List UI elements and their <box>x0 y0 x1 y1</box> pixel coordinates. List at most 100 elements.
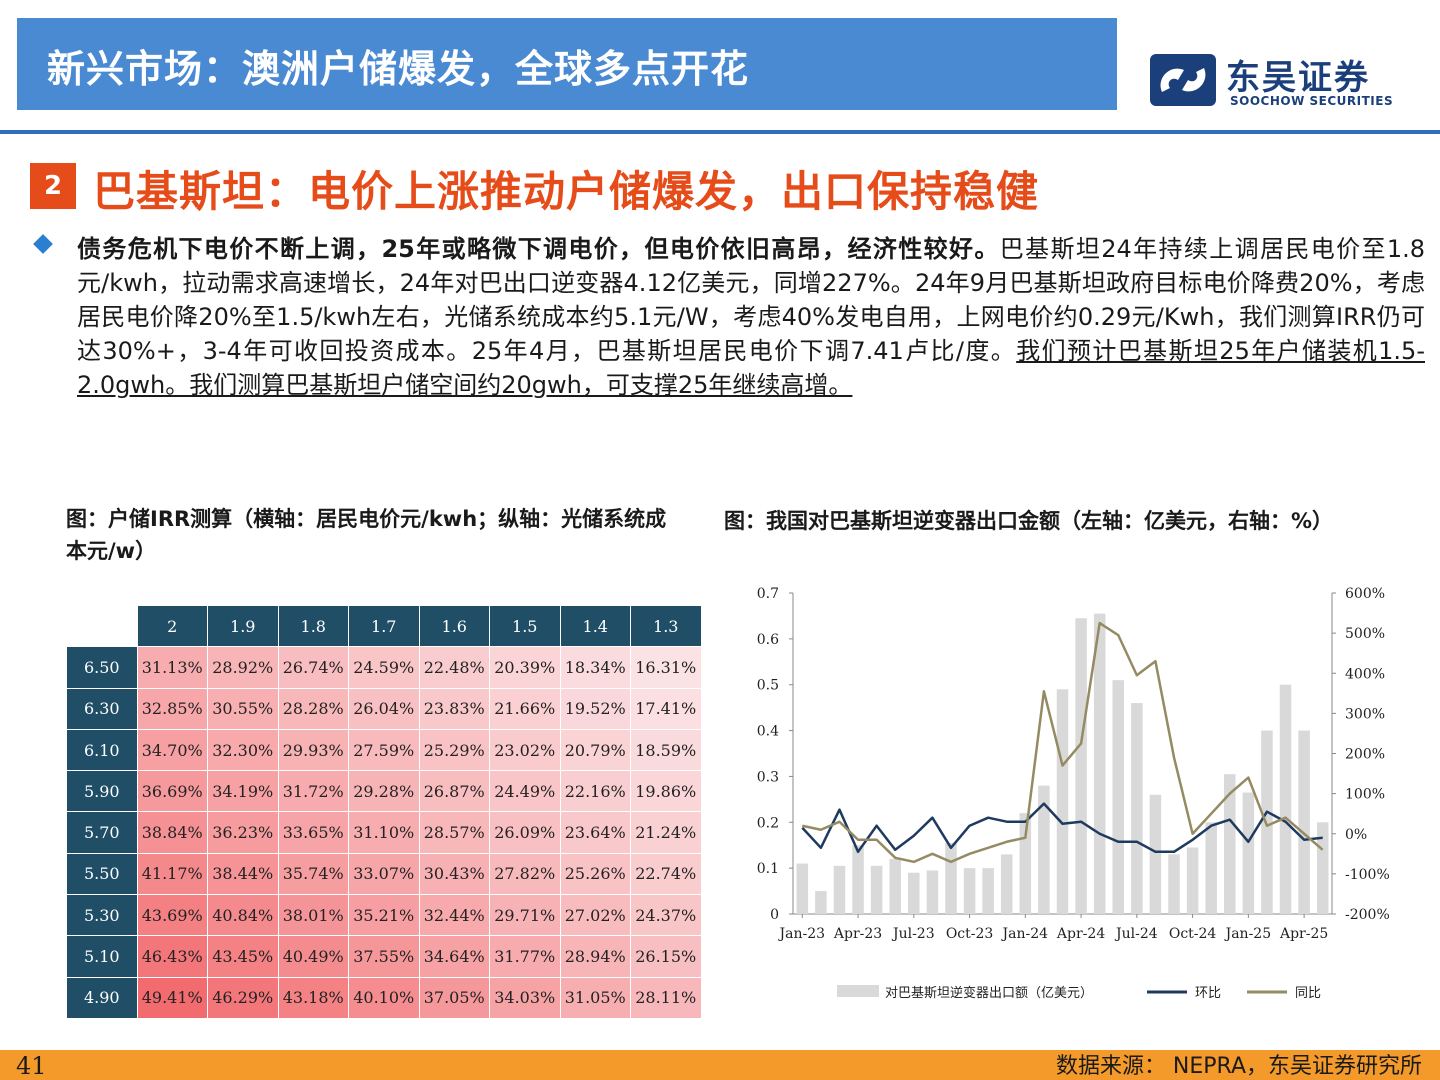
irr-cell: 28.92% <box>207 646 279 689</box>
irr-cell: 31.13% <box>136 646 208 689</box>
x-tick-label: Jul-23 <box>891 926 935 942</box>
export-bar <box>963 868 976 914</box>
export-bar <box>889 858 901 914</box>
export-bar <box>796 863 809 914</box>
para-underlined: 我们预计巴基斯坦25年户储装机1.5-2.0gwh。我们测算巴基斯坦户储空间约2… <box>77 337 1425 399</box>
export-bar <box>1000 854 1013 914</box>
export-bar <box>1112 680 1125 914</box>
right-tick-label: 0% <box>1345 827 1367 843</box>
irr-cell: 19.52% <box>559 687 631 730</box>
irr-cell: 46.43% <box>136 935 208 978</box>
col-header-price: 1.5 <box>489 604 561 648</box>
left-tick-label: 0.4 <box>757 724 779 740</box>
irr-cell: 43.69% <box>136 894 208 937</box>
irr-cell: 40.49% <box>277 935 349 978</box>
irr-cell: 23.64% <box>559 811 631 854</box>
left-tick-label: 0.6 <box>757 632 779 648</box>
export-bar <box>908 872 920 914</box>
irr-cell: 35.21% <box>348 894 420 937</box>
irr-cell: 37.05% <box>418 976 490 1019</box>
table-row: 5.50 41.17% 38.44% 35.74% 33.07% 30.43% 27.82%… <box>66 852 702 896</box>
table-row: 4.90 49.41% 46.29% 43.18% 40.10% 37.05% 34.03%… <box>66 976 702 1019</box>
irr-cell: 29.93% <box>277 728 349 772</box>
table-row: 5.10 46.43% 43.45% 40.49% 37.55% 34.64% 31.77%… <box>66 935 702 978</box>
irr-cell: 31.05% <box>559 976 631 1019</box>
table-row: 6.30 32.85% 30.55% 28.28% 26.04% 23.83% 21.66%… <box>66 687 702 730</box>
irr-cell: 26.15% <box>630 935 702 978</box>
col-header-price: 1.6 <box>418 604 490 648</box>
irr-cell: 16.31% <box>630 646 702 689</box>
irr-cell: 19.86% <box>630 770 702 813</box>
left-tick-label: 0.5 <box>757 678 779 694</box>
export-chart: 0 0.1 0.2 0.3 0.4 0.5 0.6 0.7 -200% -100% 0% 100% 20… <box>757 586 1390 1001</box>
row-header-cost: 5.10 <box>66 935 138 978</box>
irr-cell: 29.71% <box>489 894 561 937</box>
export-bar <box>1019 813 1032 914</box>
irr-cell: 21.24% <box>630 811 702 854</box>
export-bar <box>1316 822 1329 914</box>
export-bar <box>1093 613 1106 914</box>
irr-cell: 26.09% <box>489 811 561 854</box>
table-row: 5.30 43.69% 40.84% 38.01% 35.21% 32.44% 29.71%… <box>66 894 702 937</box>
irr-cell: 49.41% <box>136 976 208 1019</box>
x-tick-label: Oct-24 <box>1169 926 1217 942</box>
export-bar <box>1279 684 1292 914</box>
irr-cell: 32.30% <box>207 728 279 772</box>
x-tick-label: Jan-24 <box>1001 926 1049 942</box>
brand-logo: 东吴证券 SOOCHOW SECURITIES <box>1148 48 1408 112</box>
irr-cell: 22.48% <box>418 646 490 689</box>
para-bold: 债务危机下电价不断上调，25年或略微下调电价，但电价依旧高昂，经济性较好。 <box>77 235 1000 263</box>
irr-cell: 32.44% <box>418 894 490 937</box>
irr-cell: 31.77% <box>489 935 561 978</box>
right-tick-label: -100% <box>1345 867 1390 883</box>
irr-cell: 28.94% <box>559 935 631 978</box>
table-row: 6.10 34.70% 32.30% 29.93% 27.59% 25.29% 23.02%… <box>66 728 702 772</box>
export-bar <box>1131 703 1143 914</box>
right-tick-label: 500% <box>1345 626 1385 642</box>
right-tick-label: -200% <box>1345 907 1390 923</box>
irr-cell: 23.83% <box>418 687 490 730</box>
export-chart-title: 图：我国对巴基斯坦逆变器出口金额（左轴：亿美元，右轴：%） <box>724 509 1334 533</box>
row-header-cost: 5.30 <box>66 894 138 937</box>
logo-en-text: SOOCHOW SECURITIES <box>1230 94 1394 108</box>
irr-cell: 32.85% <box>136 687 208 730</box>
left-tick-label: 0.7 <box>757 586 779 602</box>
bullet-diamond-icon <box>33 234 53 254</box>
irr-cell: 26.04% <box>348 687 420 730</box>
left-tick-label: 0 <box>770 907 779 923</box>
irr-cell: 41.17% <box>136 852 208 896</box>
irr-cell: 24.49% <box>489 770 561 813</box>
irr-cell: 40.84% <box>207 894 279 937</box>
export-bar <box>870 865 883 914</box>
logo-cn-text: 东吴证券 <box>1226 58 1370 98</box>
irr-cell: 38.44% <box>207 852 279 896</box>
irr-cell: 27.59% <box>348 728 420 772</box>
irr-cell: 25.26% <box>559 852 631 896</box>
irr-cell: 33.65% <box>277 811 349 854</box>
soochow-logo-icon <box>1150 54 1216 106</box>
irr-cell: 46.29% <box>207 976 279 1019</box>
page-title: 新兴市场：澳洲户储爆发，全球多点开花 <box>47 47 750 91</box>
x-tick-label: Jan-23 <box>778 926 826 942</box>
footer-bar <box>0 1050 1440 1080</box>
x-tick-label: Apr-25 <box>1279 926 1328 942</box>
col-header-price: 2 <box>136 604 208 648</box>
export-bar <box>945 842 957 914</box>
irr-cell: 43.18% <box>277 976 349 1019</box>
irr-table: 2 1.9 1.8 1.7 1.6 1.5 1.4 1.3 6.50 31.13% 28.92% 26… <box>66 604 702 1019</box>
irr-cell: 17.41% <box>630 687 702 730</box>
col-header-price: 1.9 <box>207 604 279 648</box>
source-note: 数据来源： NEPRA，东吴证券研究所 <box>1055 1054 1422 1079</box>
x-tick-label: Apr-24 <box>1056 926 1105 942</box>
right-tick-label: 300% <box>1345 706 1385 722</box>
para-normal: 巴基斯坦24年持续上调居民电价至1.8元/kwh，拉动需求高速增长，24年对巴出… <box>77 235 1425 365</box>
export-bar <box>815 891 827 914</box>
row-header-cost: 6.50 <box>66 646 138 689</box>
header-divider <box>0 130 1440 134</box>
table-row: 5.70 38.84% 36.23% 33.65% 31.10% 28.57% 26.09%… <box>66 811 702 854</box>
irr-cell: 28.28% <box>277 687 349 730</box>
irr-cell: 33.07% <box>348 852 420 896</box>
x-tick-label: Apr-23 <box>833 926 882 942</box>
x-tick-label: Jan-25 <box>1224 926 1272 942</box>
export-bar <box>1056 689 1069 914</box>
